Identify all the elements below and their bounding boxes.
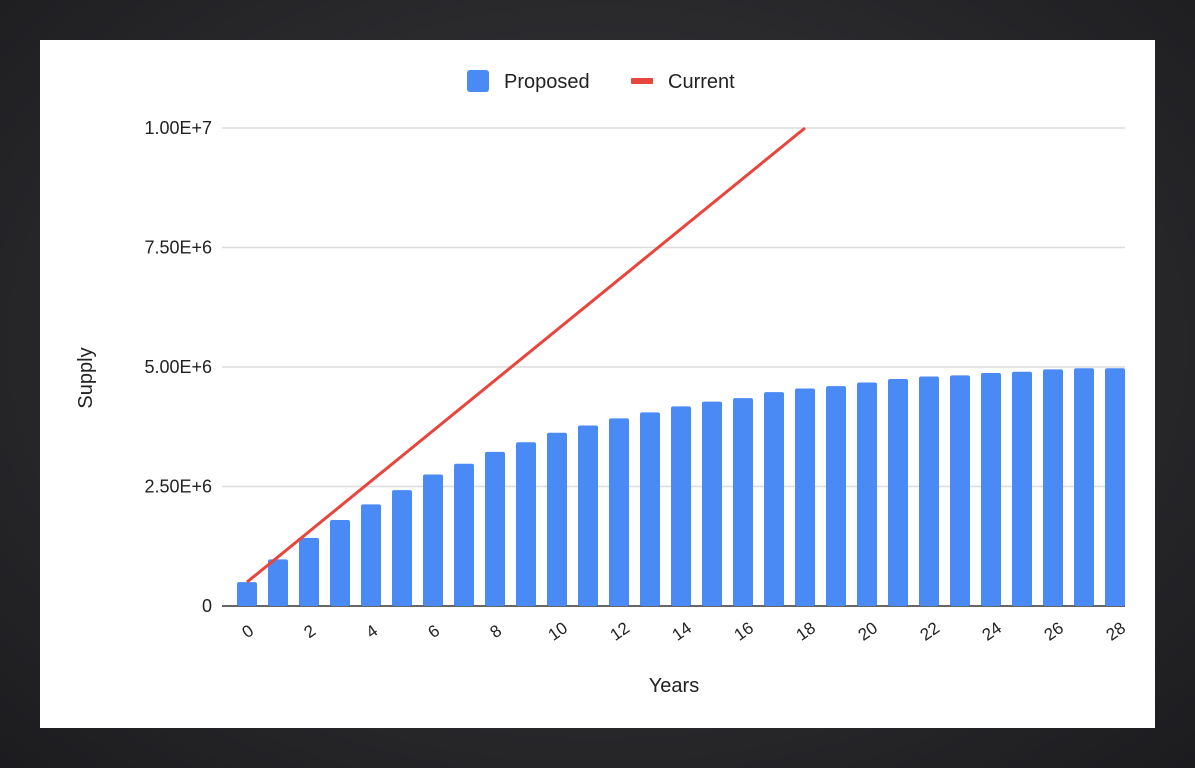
x-tick-label-4: 4 <box>363 621 382 642</box>
proposed-bar-1 <box>268 559 288 606</box>
proposed-bar-27 <box>1074 368 1094 606</box>
y-tick-label-0: 0 <box>202 596 212 616</box>
current-line <box>246 126 806 584</box>
proposed-bar-12 <box>609 418 629 606</box>
proposed-bar-6 <box>423 474 443 606</box>
legend: Proposed Current <box>467 70 735 93</box>
x-tick-label-6: 6 <box>425 621 444 642</box>
proposed-bar-2 <box>299 537 319 606</box>
proposed-bar-4 <box>361 504 381 606</box>
y-tick-label-2: 5.00E+6 <box>144 357 212 377</box>
proposed-bar-25 <box>1012 371 1032 606</box>
x-tick-label-16: 16 <box>731 618 757 644</box>
proposed-bar-21 <box>888 378 908 606</box>
proposed-bar-16 <box>733 398 753 606</box>
proposed-bar-15 <box>702 401 722 606</box>
chart-card: Proposed Current 0 2.50E+6 5.00E+6 7.50E+6 1… <box>40 40 1155 728</box>
x-tick-label-26: 26 <box>1041 618 1067 644</box>
proposed-bar-20 <box>857 382 877 606</box>
legend-current-label: Current <box>668 71 735 93</box>
x-axis-ticks: 0 2 4 6 8 10 12 14 16 18 20 22 24 26 28 <box>239 618 1130 644</box>
x-tick-label-20: 20 <box>855 618 881 644</box>
proposed-bar-26 <box>1043 369 1063 606</box>
proposed-bar-5 <box>392 490 412 606</box>
x-tick-label-24: 24 <box>979 618 1005 644</box>
x-tick-label-0: 0 <box>239 621 258 642</box>
current-line-series <box>246 126 806 584</box>
x-tick-label-18: 18 <box>793 618 819 644</box>
legend-current-swatch <box>631 78 653 84</box>
proposed-bar-22 <box>919 376 939 606</box>
proposed-bars <box>237 368 1125 606</box>
x-axis-title: Years <box>649 675 699 697</box>
x-tick-label-10: 10 <box>545 618 571 644</box>
proposed-bar-9 <box>516 442 536 606</box>
y-axis-title: Supply <box>75 347 97 408</box>
proposed-bar-24 <box>981 372 1001 606</box>
x-tick-label-2: 2 <box>301 621 320 642</box>
proposed-bar-17 <box>764 392 784 606</box>
proposed-bar-11 <box>578 425 598 606</box>
y-tick-label-1: 2.50E+6 <box>144 477 212 497</box>
legend-proposed-swatch <box>467 70 489 92</box>
proposed-bar-10 <box>547 432 567 606</box>
x-tick-label-8: 8 <box>487 621 506 642</box>
y-axis-ticks: 0 2.50E+6 5.00E+6 7.50E+6 1.00E+7 <box>144 118 212 616</box>
x-tick-label-14: 14 <box>669 618 695 644</box>
proposed-bar-19 <box>826 386 846 606</box>
y-tick-label-3: 7.50E+6 <box>144 238 212 258</box>
x-tick-label-28: 28 <box>1103 618 1129 644</box>
proposed-bar-8 <box>485 451 505 606</box>
proposed-bar-14 <box>671 406 691 606</box>
proposed-bar-7 <box>454 463 474 606</box>
supply-chart: Proposed Current 0 2.50E+6 5.00E+6 7.50E+6 1… <box>75 70 1130 697</box>
x-tick-label-22: 22 <box>917 618 943 644</box>
proposed-bar-13 <box>640 412 660 606</box>
proposed-bar-28 <box>1105 368 1125 606</box>
proposed-bar-23 <box>950 375 970 606</box>
proposed-bar-0 <box>237 582 257 606</box>
y-tick-label-4: 1.00E+7 <box>144 118 212 138</box>
proposed-bar-18 <box>795 388 815 606</box>
proposed-bar-3 <box>330 519 350 606</box>
legend-proposed-label: Proposed <box>504 71 590 93</box>
x-tick-label-12: 12 <box>607 618 633 644</box>
